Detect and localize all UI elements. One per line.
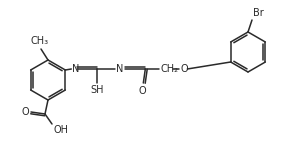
- Text: Br: Br: [253, 8, 264, 18]
- Text: OH: OH: [53, 125, 68, 135]
- Text: CH₃: CH₃: [31, 36, 49, 46]
- Text: O: O: [21, 107, 29, 117]
- Text: O: O: [180, 64, 188, 74]
- Text: N: N: [72, 64, 80, 74]
- Text: O: O: [139, 86, 146, 96]
- Text: CH₂: CH₂: [160, 64, 178, 74]
- Text: SH: SH: [91, 85, 104, 95]
- Text: N: N: [116, 64, 124, 74]
